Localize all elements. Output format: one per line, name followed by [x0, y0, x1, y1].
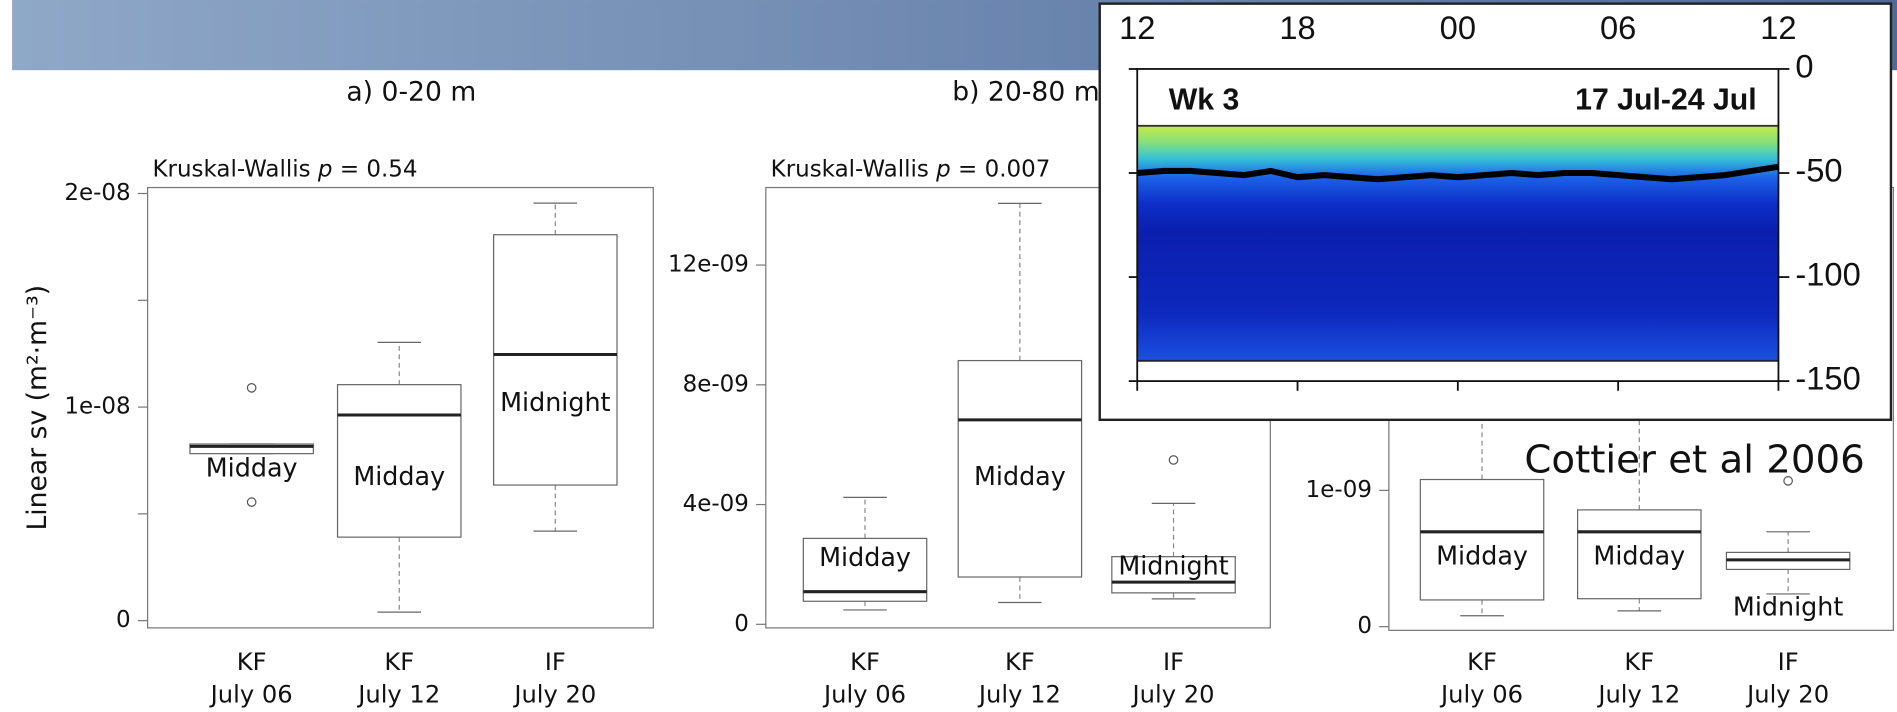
- box-label: Midday: [974, 461, 1066, 491]
- echogram-image: [1137, 126, 1778, 359]
- x-tick-label: 18: [1279, 9, 1315, 46]
- box: [1420, 480, 1543, 600]
- box-label: Midday: [353, 461, 445, 491]
- box-label: Midnight: [1118, 550, 1228, 580]
- stat-symbol: p: [317, 156, 333, 182]
- x-tick-label: IF: [1163, 648, 1184, 676]
- outlier: [247, 498, 255, 506]
- y-tick-label: 1e-08: [64, 394, 130, 420]
- annotation: Cottier et al 2006: [1524, 438, 1864, 483]
- box-label: Midnight: [1733, 592, 1843, 622]
- y-tick-label: -50: [1795, 152, 1842, 189]
- y-axis-label: Linear sv (m²·m⁻³): [22, 285, 53, 531]
- box-label: Midnight: [500, 387, 610, 417]
- stat-text: Kruskal-Wallis p = 0.007: [771, 156, 1051, 182]
- y-tick-label: 0: [734, 611, 749, 637]
- y-tick-label: 0: [116, 607, 131, 633]
- boxplot-panel: a) 0-20 m Kruskal-Wallis p = 0.54 Linear s…: [22, 77, 653, 709]
- y-tick-label: 2e-08: [64, 180, 130, 206]
- x-tick-label: July 12: [1596, 681, 1680, 709]
- stat-text: Kruskal-Wallis p = 0.54: [152, 156, 417, 182]
- y-tick-label: 8e-09: [683, 371, 749, 397]
- x-tick-label: July 20: [512, 681, 596, 709]
- x-tick-label: July 12: [356, 681, 440, 709]
- y-tick-label: 0: [1795, 48, 1813, 85]
- x-tick-label: July 12: [977, 681, 1061, 709]
- box-label: Midday: [1436, 541, 1528, 571]
- x-tick-label: 00: [1440, 9, 1476, 46]
- y-tick-label: 1e-09: [1306, 477, 1372, 503]
- x-tick-label: IF: [545, 648, 566, 676]
- x-tick-label: IF: [1778, 648, 1799, 676]
- x-tick-label: July 06: [1439, 681, 1523, 709]
- x-tick-label: 06: [1600, 9, 1636, 46]
- stat-symbol: p: [935, 156, 951, 182]
- outlier: [247, 384, 255, 392]
- stat-label: Kruskal-Wallis: [771, 156, 929, 182]
- x-tick-label: July 20: [1745, 681, 1829, 709]
- x-tick-label: KF: [1005, 648, 1035, 676]
- echogram-dates: 17 Jul-24 Jul: [1575, 84, 1757, 117]
- y-tick-label: 4e-09: [683, 491, 749, 517]
- x-tick-label: July 06: [209, 681, 293, 709]
- y-tick-label: 0: [1357, 613, 1372, 639]
- slide: a) 0-20 m Kruskal-Wallis p = 0.54 Linear s…: [0, 0, 1897, 712]
- x-tick-label: 12: [1760, 9, 1796, 46]
- x-tick-label: July 20: [1131, 681, 1215, 709]
- panel-title: a) 0-20 m: [346, 77, 476, 108]
- x-tick-label: 12: [1119, 9, 1155, 46]
- box-label: Midday: [1593, 541, 1685, 571]
- x-tick-label: KF: [1624, 648, 1654, 676]
- x-tick-label: KF: [237, 648, 267, 676]
- panel-title: b) 20-80 m: [952, 77, 1099, 108]
- x-tick-label: KF: [1467, 648, 1497, 676]
- y-tick-label: -150: [1795, 360, 1860, 397]
- echogram-label: Wk 3: [1169, 84, 1240, 117]
- stat-value: = 0.54: [340, 156, 418, 182]
- x-tick-label: KF: [384, 648, 414, 676]
- stat-value: = 0.007: [958, 156, 1050, 182]
- stat-label: Kruskal-Wallis: [152, 156, 310, 182]
- box-label: Midday: [206, 452, 298, 482]
- y-tick-label: 12e-09: [668, 252, 749, 278]
- x-tick-label: KF: [850, 648, 880, 676]
- outlier: [1169, 456, 1177, 464]
- box: [494, 235, 617, 485]
- box-label: Midday: [819, 542, 911, 572]
- y-tick-label: -100: [1795, 256, 1860, 293]
- x-tick-label: July 06: [822, 681, 906, 709]
